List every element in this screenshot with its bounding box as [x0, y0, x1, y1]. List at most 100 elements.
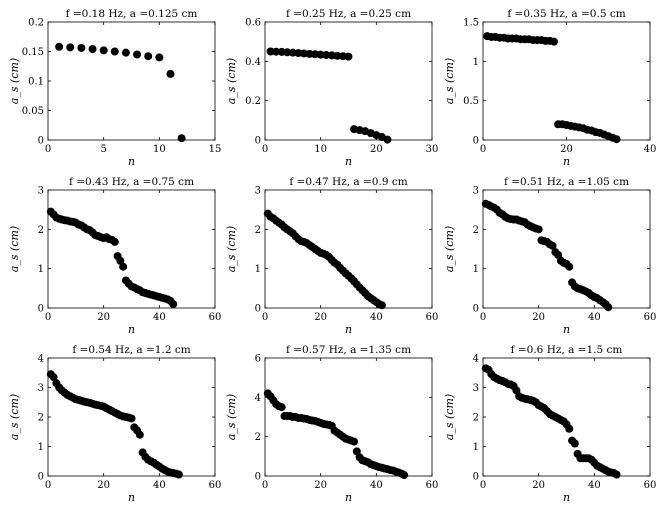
data-point — [119, 262, 128, 271]
y-tick-label: 1 — [473, 264, 479, 275]
y-tick-label: 0 — [473, 304, 479, 315]
x-axis-label: n — [345, 323, 352, 336]
x-tick-label: 0 — [480, 312, 486, 323]
x-tick-label: 20 — [97, 480, 110, 491]
data-point — [77, 43, 86, 52]
data-point — [174, 470, 183, 479]
data-point — [110, 237, 119, 246]
x-tick-label: 40 — [644, 144, 657, 155]
x-axis-label: n — [563, 323, 570, 336]
data-point — [277, 403, 286, 412]
data-point — [350, 437, 359, 446]
x-tick-label: 20 — [314, 312, 327, 323]
data-point — [166, 69, 175, 78]
panel-9: f =0.6 Hz, a =1.5 cm 0 20 40 60 0 1 2 3 4 n a_s (cm… — [443, 344, 656, 504]
axes-frame — [264, 189, 433, 309]
axes-frame — [264, 357, 433, 477]
x-tick-label: 20 — [532, 312, 545, 323]
x-tick-label: 0 — [45, 480, 51, 491]
x-axis-label: n — [345, 155, 352, 168]
y-tick-label: 2 — [255, 225, 261, 236]
data-point — [344, 52, 353, 61]
y-tick-label: 0 — [473, 136, 479, 147]
x-tick-label: 40 — [588, 480, 601, 491]
y-tick-label: 0.05 — [22, 106, 44, 117]
y-tick-label: 2 — [38, 413, 44, 424]
y-tick-label: 3 — [255, 186, 261, 197]
y-tick-label: 3 — [38, 383, 44, 394]
y-axis-label: a_s (cm) — [8, 394, 21, 440]
y-axis-label: a_s (cm) — [443, 394, 456, 440]
x-tick-label: 40 — [153, 312, 166, 323]
data-point — [549, 37, 558, 46]
panel-title: f =0.51 Hz, a =1.05 cm — [504, 176, 629, 188]
y-tick-label: 1 — [255, 264, 261, 275]
x-tick-label: 60 — [209, 312, 222, 323]
data-point — [133, 50, 142, 59]
x-axis-label: n — [345, 491, 352, 504]
y-tick-label: 1 — [38, 442, 44, 453]
y-axis-label: a_s (cm) — [8, 58, 21, 104]
x-tick-label: 0 — [262, 312, 268, 323]
panel-7: f =0.54 Hz, a =1.2 cm 0 20 40 60 0 1 2 3 4 n a_s (c… — [8, 344, 221, 504]
y-tick-label: 2 — [473, 225, 479, 236]
panel-6: f =0.51 Hz, a =1.05 cm 0 20 40 60 0 1 2 3 n a_s (c… — [443, 176, 656, 336]
panel-2: f =0.25 Hz, a =0.25 cm 0 10 20 30 0 0.2 0.4 0.6 n… — [225, 8, 438, 168]
panel-title: f =0.6 Hz, a =1.5 cm — [511, 344, 623, 356]
x-tick-label: 40 — [588, 312, 601, 323]
x-tick-label: 0 — [480, 144, 486, 155]
panel-1: f =0.18 Hz, a =0.125 cm 0 5 10 15 0 0.05 0.1 0.1… — [8, 8, 221, 168]
axes-frame — [482, 357, 651, 477]
x-axis-label: n — [128, 491, 135, 504]
x-tick-label: 60 — [426, 312, 439, 323]
y-axis-label: a_s (cm) — [443, 58, 456, 104]
y-tick-label: 0.15 — [22, 47, 44, 58]
y-axis-label: a_s (cm) — [225, 58, 238, 104]
data-point — [144, 52, 153, 61]
data-point — [177, 134, 186, 143]
y-tick-label: 0 — [38, 472, 44, 483]
x-axis-label: n — [128, 155, 135, 168]
axes-frame — [482, 189, 651, 309]
data-point — [55, 42, 64, 51]
y-axis-label: a_s (cm) — [225, 226, 238, 272]
data-point — [169, 300, 178, 309]
panel-5: f =0.47 Hz, a =0.9 cm 0 20 40 60 0 1 2 3 n a_s (cm… — [225, 176, 438, 336]
data-point — [612, 135, 621, 144]
y-tick-label: 0.2 — [28, 18, 44, 29]
x-tick-label: 60 — [209, 480, 222, 491]
x-axis-label: n — [563, 491, 570, 504]
x-tick-label: 0 — [480, 480, 486, 491]
data-point — [110, 47, 119, 56]
x-tick-label: 0 — [45, 312, 51, 323]
x-tick-label: 20 — [532, 480, 545, 491]
y-tick-label: 0.4 — [245, 57, 261, 68]
y-axis-label: a_s (cm) — [8, 226, 21, 272]
data-point — [548, 241, 557, 250]
x-tick-label: 60 — [644, 312, 657, 323]
panel-title: f =0.47 Hz, a =0.9 cm — [289, 176, 407, 188]
y-tick-label: 0.1 — [28, 77, 44, 88]
data-point — [377, 301, 386, 310]
y-tick-label: 2 — [473, 413, 479, 424]
data-point — [400, 471, 409, 480]
y-axis-label: a_s (cm) — [443, 226, 456, 272]
x-axis-label: n — [128, 323, 135, 336]
x-tick-label: 10 — [314, 144, 327, 155]
x-tick-label: 0 — [262, 480, 268, 491]
x-tick-label: 20 — [314, 480, 327, 491]
y-tick-label: 1 — [38, 264, 44, 275]
data-point — [565, 424, 574, 433]
data-point — [383, 135, 392, 144]
y-tick-label: 0.5 — [463, 96, 479, 107]
panel-title: f =0.25 Hz, a =0.25 cm — [286, 8, 411, 20]
x-axis-label: n — [563, 155, 570, 168]
data-point — [565, 262, 574, 271]
data-point — [135, 430, 144, 439]
panel-8: f =0.57 Hz, a =1.35 cm 0 20 40 60 0 2 4 6 n a_s (c… — [225, 344, 438, 504]
y-tick-label: 4 — [38, 354, 44, 365]
x-tick-label: 60 — [426, 480, 439, 491]
y-tick-label: 0 — [255, 472, 261, 483]
x-tick-label: 20 — [97, 312, 110, 323]
y-tick-label: 4 — [473, 354, 479, 365]
